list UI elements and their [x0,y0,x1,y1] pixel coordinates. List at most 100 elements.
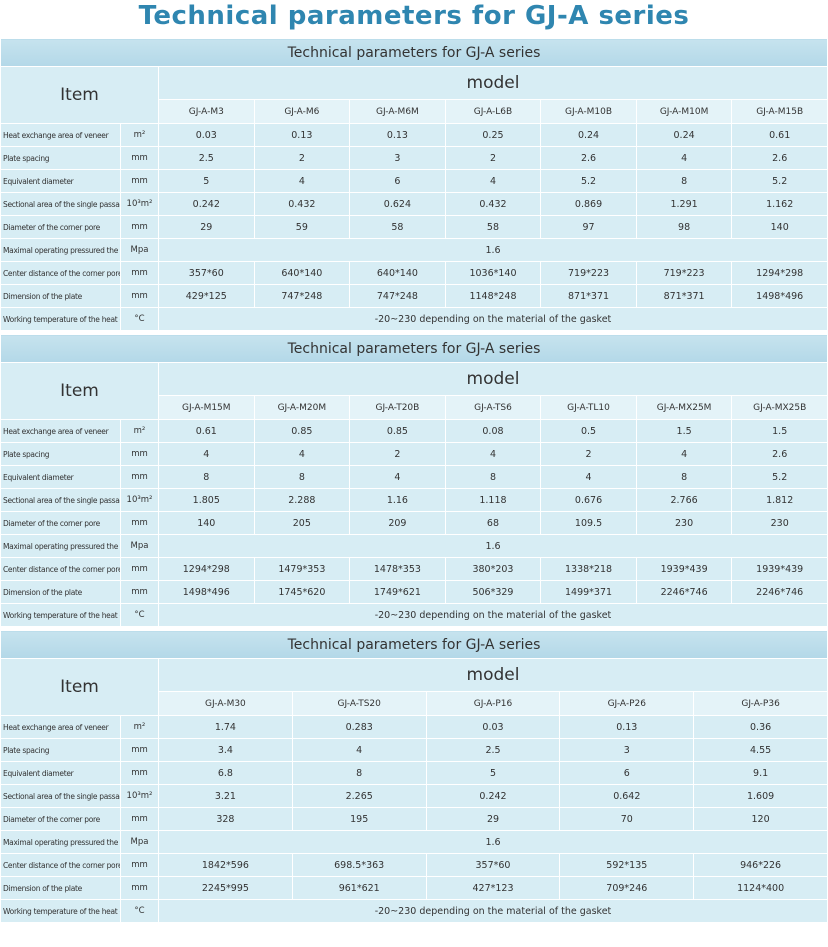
data-row: Center distance of the corner pore mm 357*… [0,261,828,285]
table-caption: Technical parameters for GJ-A series [0,38,828,67]
row-unit: m² [120,419,159,443]
cell-value: 29 [158,215,255,239]
cell-value: 4 [158,442,255,466]
cell-value: 0.08 [444,419,542,443]
item-header: Item [0,362,159,420]
cell-value: 3 [349,146,446,170]
model-header: model [158,658,828,692]
page-title: Technical parameters for GJ-A series [138,1,690,31]
cell-value: 1498*496 [731,284,828,308]
header-row: Item model [0,66,828,124]
cell-value: 747*248 [349,284,446,308]
cell-value: 2.5 [425,738,561,762]
cell-value: 1479*353 [253,557,351,581]
data-row: Working temperature of the heat exchange… [0,899,828,923]
spec-table: Technical parameters for GJ-A series Item… [0,38,828,331]
cell-value: 1294*298 [731,261,828,285]
row-unit: mm [120,465,159,489]
cell-value: 0.13 [349,123,446,147]
cell-value: 1939*439 [731,557,828,581]
data-row: Maximal operating pressured the heat exc… [0,534,828,558]
data-row: Center distance of the corner pore mm 1294… [0,557,828,581]
cell-value: 357*60 [158,261,255,285]
cell-value: 2 [349,442,446,466]
data-row: Equivalent diameter mm 8 8 4 8 4 8 5.2 [0,465,828,489]
header-row: Item model [0,658,828,716]
cell-value: 4 [253,169,351,193]
row-unit: mm [120,853,159,877]
row-unit: mm [120,761,159,785]
cell-value: 328 [158,807,293,831]
model-header: model [158,66,828,100]
row-unit: °C [120,307,159,331]
cell-value: 0.36 [693,715,828,739]
row-label: Diameter of the corner pore [0,511,121,535]
cell-value: 98 [635,215,733,239]
cell-value: 58 [444,215,542,239]
model-name: GJ-A-T20B [349,395,446,420]
cell-value: -20~230 depending on the material of the… [158,603,828,627]
cell-value: 4 [253,442,351,466]
cell-value: 1.6 [158,238,828,262]
cell-value: 4 [291,738,427,762]
cell-value: 2245*995 [158,876,293,900]
cell-value: 0.283 [291,715,427,739]
cell-value: 0.03 [425,715,561,739]
cell-value: 0.25 [444,123,542,147]
cell-value: 2 [253,146,351,170]
data-row: Working temperature of the heat exchange… [0,307,828,331]
model-name: GJ-A-M30 [158,691,293,716]
model-name: GJ-A-P26 [559,691,695,716]
cell-value: 1.16 [349,488,446,512]
cell-value: 0.432 [444,192,542,216]
cell-value: 871*371 [635,284,733,308]
cell-value: 140 [158,511,255,535]
cell-value: 8 [158,465,255,489]
data-row: Maximal operating pressured the heat exc… [0,830,828,854]
row-label: Working temperature of the heat exchange… [0,899,121,923]
cell-value: 2246*746 [731,580,828,604]
cell-value: 719*223 [540,261,637,285]
spec-table: Technical parameters for GJ-A series Item… [0,334,828,627]
cell-value: 9.1 [693,761,828,785]
model-row: GJ-A-M30 GJ-A-TS20 GJ-A-P16 GJ-A-P26 GJ-A-P3… [1,691,828,716]
model-name: GJ-A-M20M [253,395,351,420]
cell-value: 0.61 [731,123,828,147]
cell-value: 2246*746 [635,580,733,604]
row-label: Working temperature of the heat exchange… [0,603,121,627]
row-label: Diameter of the corner pore [0,807,121,831]
row-label: Plate spacing [0,442,121,466]
row-unit: 10³m² [120,784,159,808]
row-unit: 10³m² [120,488,159,512]
cell-value: 961*621 [291,876,427,900]
data-row: Sectional area of the single passage 10³m… [0,784,828,808]
data-row: Equivalent diameter mm 6.8 8 5 6 9.1 [0,761,828,785]
item-header: Item [0,658,159,716]
data-row: Dimension of the plate mm 1498*496 1745*620… [0,580,828,604]
cell-value: 1478*353 [349,557,446,581]
cell-value: 2 [540,442,637,466]
model-name: GJ-A-MX25M [635,395,733,420]
data-row: Heat exchange area of veneer m² 0.03 0.13 0.… [0,123,828,147]
row-unit: mm [120,580,159,604]
data-row: Plate spacing mm 4 4 2 4 2 4 2.6 [0,442,828,466]
cell-value: 1745*620 [253,580,351,604]
cell-value: 1939*439 [635,557,733,581]
cell-value: 1124*400 [693,876,828,900]
cell-value: 2.6 [540,146,637,170]
cell-value: 0.676 [540,488,637,512]
row-label: Heat exchange area of veneer [0,419,121,443]
model-name: GJ-A-M15M [158,395,255,420]
cell-value: 1294*298 [158,557,255,581]
cell-value: 380*203 [444,557,542,581]
caption-row: Technical parameters for GJ-A series [0,334,828,363]
cell-value: 747*248 [253,284,351,308]
cell-value: 2.288 [253,488,351,512]
cell-value: 5 [158,169,255,193]
cell-value: 209 [349,511,446,535]
caption-row: Technical parameters for GJ-A series [0,630,828,659]
cell-value: 4 [444,169,542,193]
row-unit: mm [120,442,159,466]
row-label: Sectional area of the single passage [0,784,121,808]
cell-value: 427*123 [425,876,561,900]
